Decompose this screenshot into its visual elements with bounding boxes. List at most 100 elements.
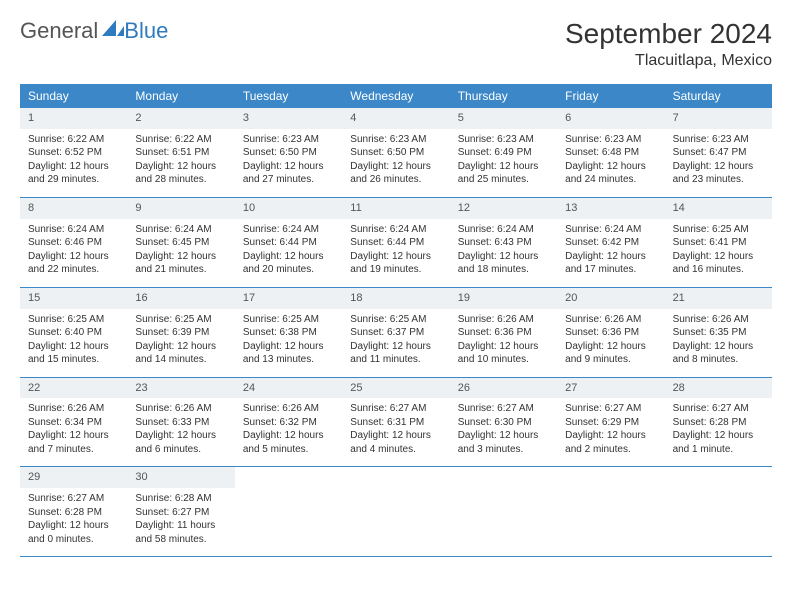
day-content: Sunrise: 6:25 AMSunset: 6:38 PMDaylight:… <box>235 309 342 377</box>
daylight-line-2: and 6 minutes. <box>135 443 226 457</box>
sunrise-line: Sunrise: 6:23 AM <box>565 133 656 147</box>
brand-sail-icon <box>102 18 124 44</box>
daylight-line-2: and 15 minutes. <box>28 353 119 367</box>
day-number: 15 <box>20 288 127 309</box>
daylight-line: Daylight: 12 hours <box>135 160 226 174</box>
day-number: 24 <box>235 378 342 399</box>
day-cell: .. <box>450 467 557 556</box>
day-number: 9 <box>127 198 234 219</box>
sunrise-line: Sunrise: 6:22 AM <box>28 133 119 147</box>
daylight-line-2: and 23 minutes. <box>673 173 764 187</box>
day-cell: .. <box>557 467 664 556</box>
sunrise-line: Sunrise: 6:26 AM <box>243 402 334 416</box>
daylight-line: Daylight: 12 hours <box>458 250 549 264</box>
weekday-header: Saturday <box>665 84 772 108</box>
sunset-line: Sunset: 6:27 PM <box>135 506 226 520</box>
daylight-line: Daylight: 12 hours <box>458 429 549 443</box>
day-content: Sunrise: 6:26 AMSunset: 6:33 PMDaylight:… <box>127 398 234 466</box>
brand-part2: Blue <box>124 18 168 44</box>
sunrise-line: Sunrise: 6:24 AM <box>243 223 334 237</box>
day-content: Sunrise: 6:23 AMSunset: 6:48 PMDaylight:… <box>557 129 664 197</box>
day-number: 26 <box>450 378 557 399</box>
day-cell: 28Sunrise: 6:27 AMSunset: 6:28 PMDayligh… <box>665 378 772 467</box>
daylight-line: Daylight: 12 hours <box>28 429 119 443</box>
day-cell: 8Sunrise: 6:24 AMSunset: 6:46 PMDaylight… <box>20 198 127 287</box>
day-number: 27 <box>557 378 664 399</box>
day-cell: 24 Sunrise: 6:26 AMSunset: 6:32 PMDayligh… <box>235 378 342 467</box>
day-cell: 1Sunrise: 6:22 AMSunset: 6:52 PMDaylight… <box>20 108 127 197</box>
day-cell: 30Sunrise: 6:28 AMSunset: 6:27 PMDayligh… <box>127 467 234 556</box>
day-cell: 3Sunrise: 6:23 AMSunset: 6:50 PMDaylight… <box>235 108 342 197</box>
day-number: 12 <box>450 198 557 219</box>
day-content: Sunrise: 6:27 AMSunset: 6:30 PMDaylight:… <box>450 398 557 466</box>
sunrise-line: Sunrise: 6:26 AM <box>28 402 119 416</box>
daylight-line-2: and 1 minute. <box>673 443 764 457</box>
day-content: Sunrise: 6:25 AMSunset: 6:37 PMDaylight:… <box>342 309 449 377</box>
daylight-line: Daylight: 12 hours <box>673 340 764 354</box>
daylight-line: Daylight: 12 hours <box>565 340 656 354</box>
day-number: 23 <box>127 378 234 399</box>
day-content: Sunrise: 6:25 AMSunset: 6:40 PMDaylight:… <box>20 309 127 377</box>
day-number: 11 <box>342 198 449 219</box>
daylight-line-2: and 4 minutes. <box>350 443 441 457</box>
week-row: 8Sunrise: 6:24 AMSunset: 6:46 PMDaylight… <box>20 198 772 288</box>
sunset-line: Sunset: 6:29 PM <box>565 416 656 430</box>
sunset-line: Sunset: 6:48 PM <box>565 146 656 160</box>
sunset-line: Sunset: 6:50 PM <box>243 146 334 160</box>
daylight-line: Daylight: 12 hours <box>243 429 334 443</box>
daylight-line-2: and 24 minutes. <box>565 173 656 187</box>
day-number: 1 <box>20 108 127 129</box>
daylight-line-2: and 25 minutes. <box>458 173 549 187</box>
daylight-line: Daylight: 12 hours <box>28 340 119 354</box>
sunset-line: Sunset: 6:36 PM <box>565 326 656 340</box>
day-content: Sunrise: 6:24 AMSunset: 6:45 PMDaylight:… <box>127 219 234 287</box>
day-cell: 12 Sunrise: 6:24 AMSunset: 6:43 PMDayligh… <box>450 198 557 287</box>
daylight-line: Daylight: 12 hours <box>565 160 656 174</box>
daylight-line: Daylight: 12 hours <box>135 340 226 354</box>
day-number: 18 <box>342 288 449 309</box>
sunset-line: Sunset: 6:43 PM <box>458 236 549 250</box>
day-content: Sunrise: 6:27 AMSunset: 6:28 PMDaylight:… <box>20 488 127 556</box>
daylight-line: Daylight: 12 hours <box>28 250 119 264</box>
sunrise-line: Sunrise: 6:23 AM <box>350 133 441 147</box>
sunset-line: Sunset: 6:39 PM <box>135 326 226 340</box>
day-content: Sunrise: 6:24 AMSunset: 6:46 PMDaylight:… <box>20 219 127 287</box>
day-number: 19 <box>450 288 557 309</box>
sunset-line: Sunset: 6:49 PM <box>458 146 549 160</box>
sunrise-line: Sunrise: 6:26 AM <box>135 402 226 416</box>
daylight-line: Daylight: 12 hours <box>28 519 119 533</box>
daylight-line-2: and 7 minutes. <box>28 443 119 457</box>
day-content: Sunrise: 6:24 AMSunset: 6:44 PMDaylight:… <box>235 219 342 287</box>
day-content: Sunrise: 6:23 AMSunset: 6:47 PMDaylight:… <box>665 129 772 197</box>
day-number: 22 <box>20 378 127 399</box>
day-cell: 13Sunrise: 6:24 AMSunset: 6:42 PMDayligh… <box>557 198 664 287</box>
weekday-header: Friday <box>557 84 664 108</box>
day-number: 25 <box>342 378 449 399</box>
day-cell: 27Sunrise: 6:27 AMSunset: 6:29 PMDayligh… <box>557 378 664 467</box>
day-content: Sunrise: 6:23 AMSunset: 6:50 PMDaylight:… <box>235 129 342 197</box>
daylight-line-2: and 16 minutes. <box>673 263 764 277</box>
day-number: 2 <box>127 108 234 129</box>
day-content: Sunrise: 6:22 AMSunset: 6:51 PMDaylight:… <box>127 129 234 197</box>
day-content: Sunrise: 6:27 AMSunset: 6:29 PMDaylight:… <box>557 398 664 466</box>
sunrise-line: Sunrise: 6:24 AM <box>458 223 549 237</box>
day-cell: 25Sunrise: 6:27 AMSunset: 6:31 PMDayligh… <box>342 378 449 467</box>
sunrise-line: Sunrise: 6:23 AM <box>673 133 764 147</box>
weeks-container: 1Sunrise: 6:22 AMSunset: 6:52 PMDaylight… <box>20 108 772 557</box>
daylight-line-2: and 11 minutes. <box>350 353 441 367</box>
day-cell: 26Sunrise: 6:27 AMSunset: 6:30 PMDayligh… <box>450 378 557 467</box>
sunrise-line: Sunrise: 6:23 AM <box>243 133 334 147</box>
day-cell: 14Sunrise: 6:25 AMSunset: 6:41 PMDayligh… <box>665 198 772 287</box>
sunrise-line: Sunrise: 6:24 AM <box>135 223 226 237</box>
day-cell: 2Sunrise: 6:22 AMSunset: 6:51 PMDaylight… <box>127 108 234 197</box>
daylight-line-2: and 20 minutes. <box>243 263 334 277</box>
sunset-line: Sunset: 6:28 PM <box>28 506 119 520</box>
day-content: Sunrise: 6:24 AMSunset: 6:42 PMDaylight:… <box>557 219 664 287</box>
day-number: 5 <box>450 108 557 129</box>
daylight-line-2: and 10 minutes. <box>458 353 549 367</box>
calendar: SundayMondayTuesdayWednesdayThursdayFrid… <box>20 84 772 557</box>
week-row: 1Sunrise: 6:22 AMSunset: 6:52 PMDaylight… <box>20 108 772 198</box>
day-content: Sunrise: 6:26 AMSunset: 6:34 PMDaylight:… <box>20 398 127 466</box>
daylight-line-2: and 28 minutes. <box>135 173 226 187</box>
sunset-line: Sunset: 6:32 PM <box>243 416 334 430</box>
